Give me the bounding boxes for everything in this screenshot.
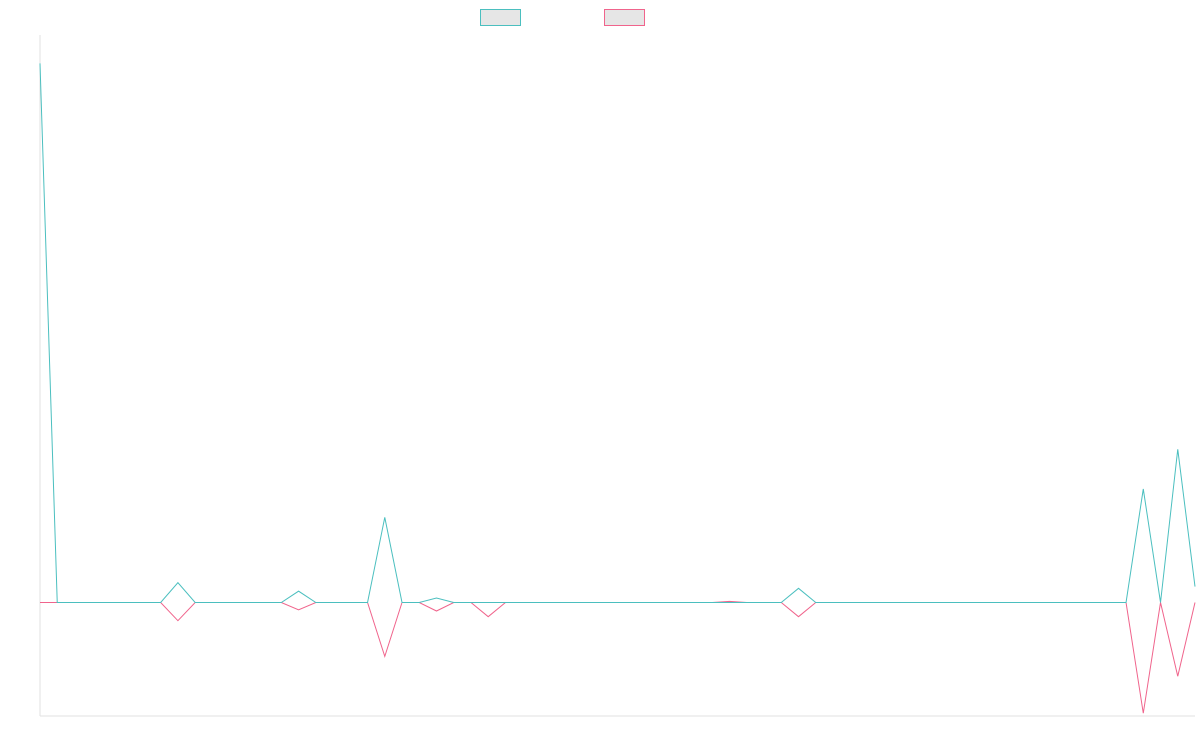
legend-swatch-2 [604, 9, 645, 26]
series-layer [39, 63, 1196, 714]
legend [480, 9, 645, 26]
series-2-line [40, 600, 1196, 714]
axes [39, 35, 1195, 717]
legend-swatch-1 [480, 9, 521, 26]
series-1-line [39, 63, 1196, 603]
